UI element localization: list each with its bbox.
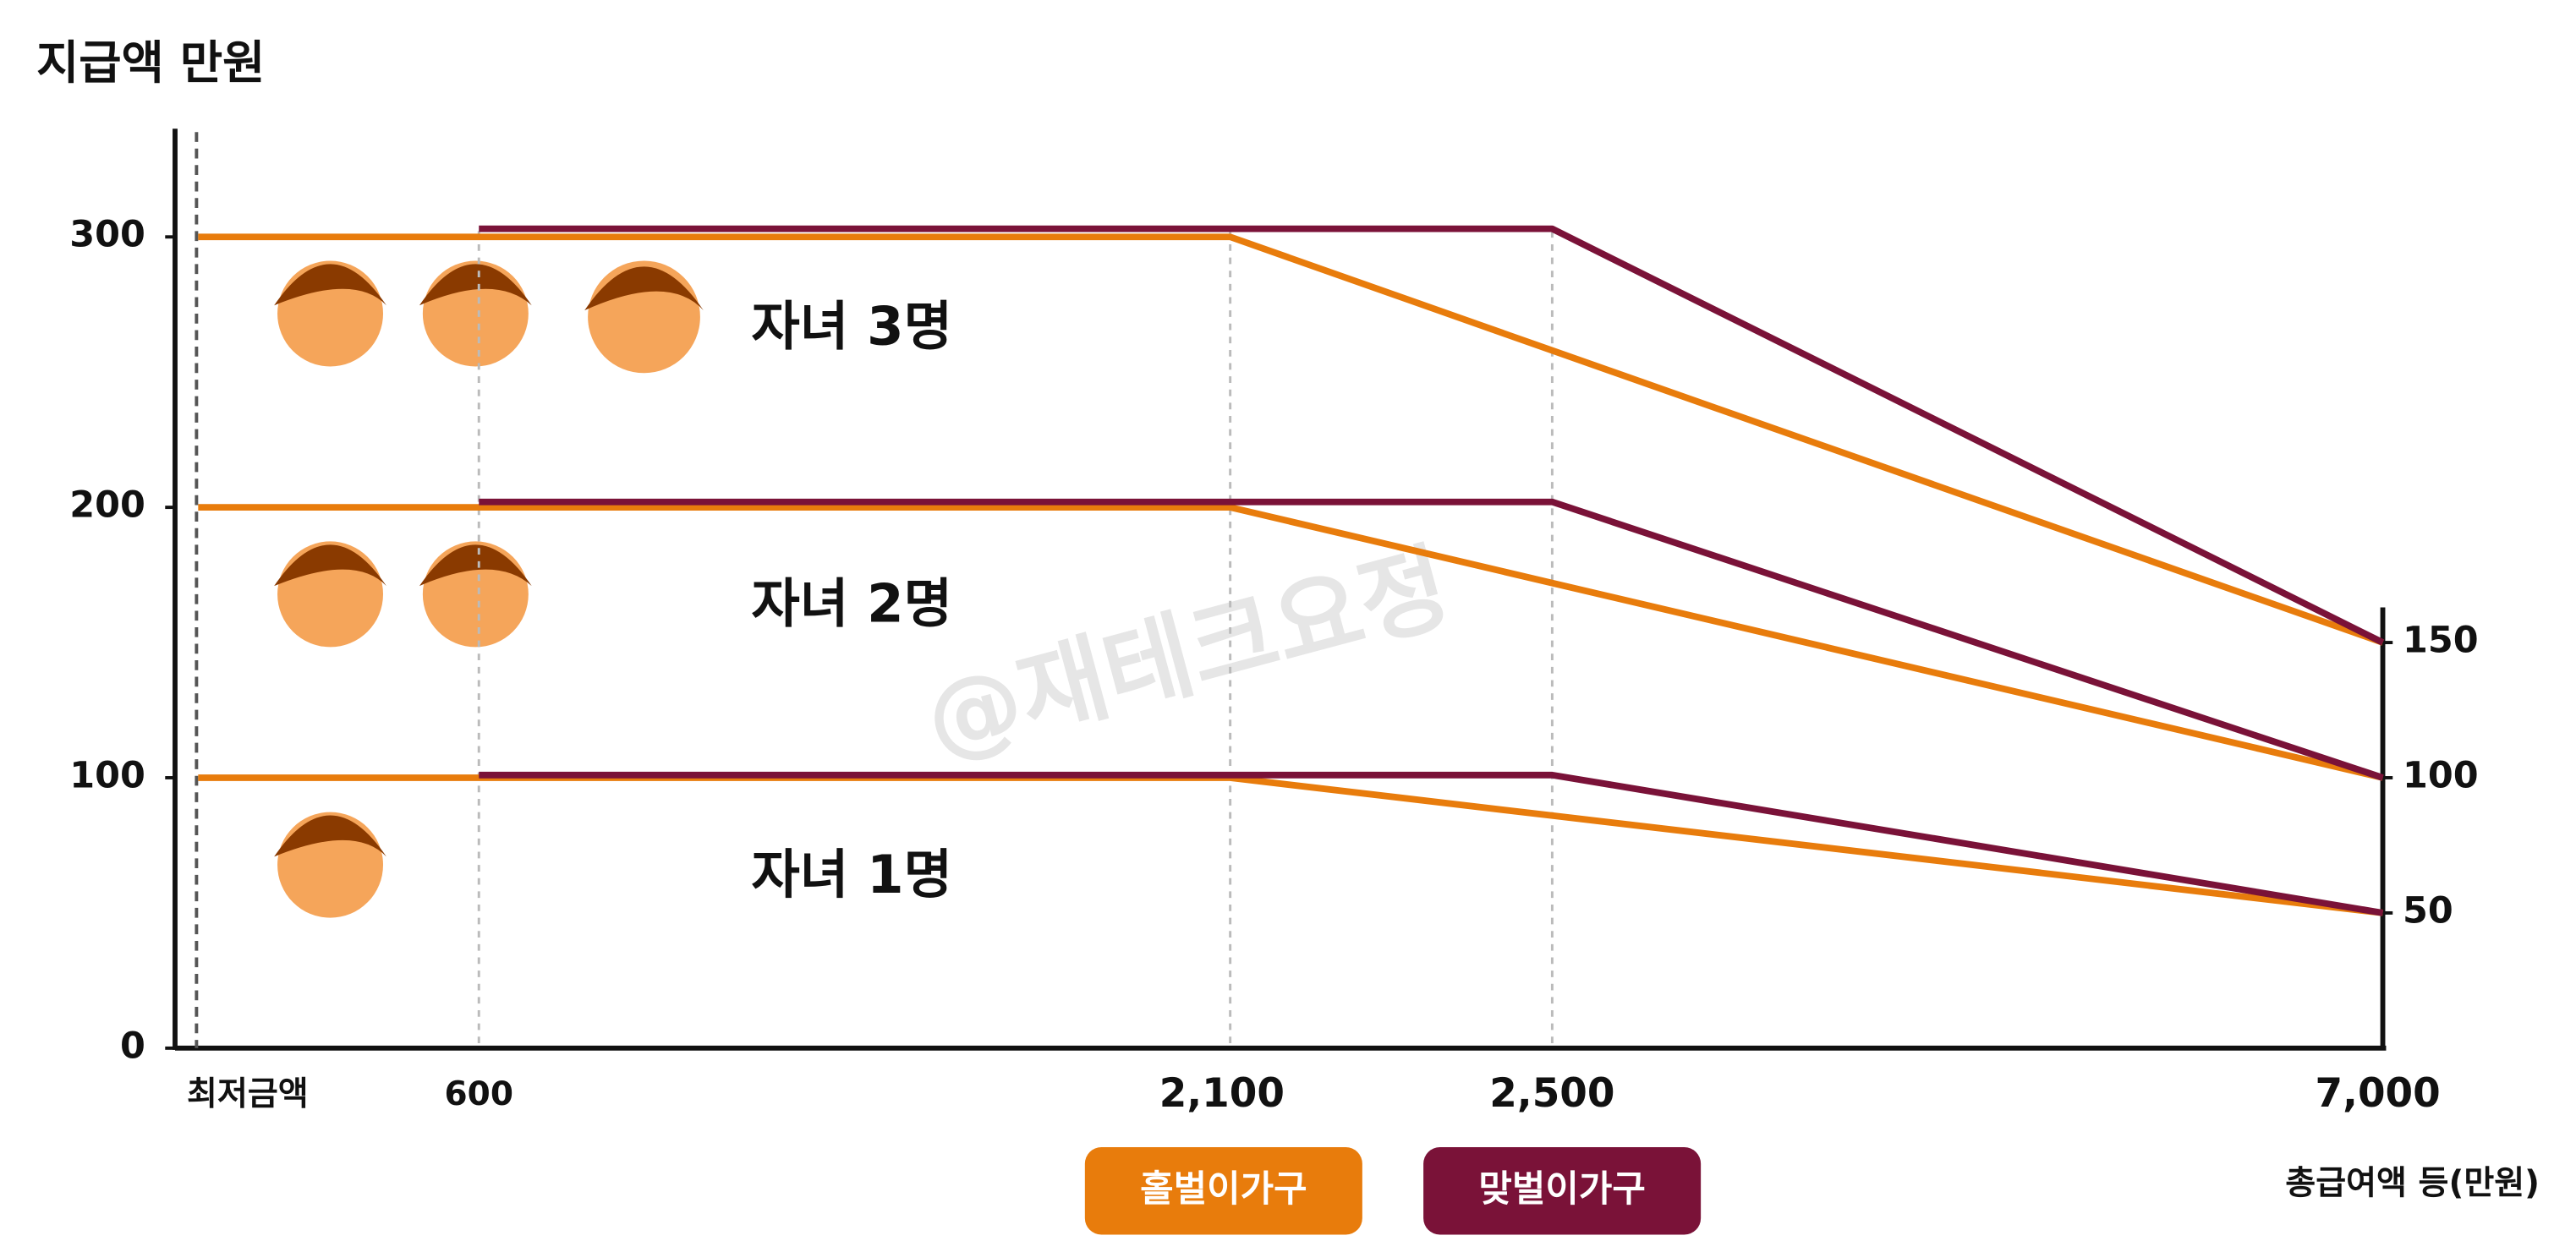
x-tick-label: 2,500	[1489, 1071, 1614, 1117]
x-tick-label: 600	[444, 1075, 513, 1113]
category-guides	[477, 231, 1554, 1048]
series-line	[479, 771, 2384, 916]
axes	[173, 128, 2387, 1051]
y-tick-label: 200	[69, 484, 145, 527]
x-axis-title: 총급여액 등(만원)	[2285, 1164, 2540, 1202]
y-tick-label: 0	[120, 1025, 145, 1067]
legend-label: 홀벌이가구	[1140, 1168, 1307, 1211]
series-line	[479, 498, 2384, 781]
series-line	[198, 233, 2384, 646]
legend-box	[1423, 1147, 1702, 1235]
group-label: 자녀 3명	[751, 296, 952, 358]
x-tick-label: 최저금액	[187, 1075, 309, 1113]
legend-box	[1084, 1147, 1362, 1235]
y2-tick-label: 50	[2403, 889, 2453, 932]
x-tick-label: 7,000	[2316, 1071, 2441, 1117]
group-label: 자녀 1명	[751, 844, 952, 905]
series-line	[479, 225, 2385, 646]
y-tick-label: 300	[69, 214, 145, 256]
y2-tick-label: 150	[2403, 620, 2479, 662]
y2-tick-label: 100	[2403, 754, 2479, 796]
y-axis-title: 지급액 만원	[36, 36, 265, 90]
series-line	[198, 504, 2384, 781]
series-line	[198, 774, 2383, 916]
x-tick-label: 2,100	[1159, 1071, 1285, 1117]
legend-label: 맞벌이가구	[1478, 1168, 1646, 1211]
y-tick-label: 100	[69, 754, 145, 796]
face-icons	[274, 260, 704, 918]
legend: 홀벌이가구 맞벌이가구	[1084, 1147, 1702, 1235]
group-label: 자녀 2명	[751, 573, 952, 635]
watermark: @재테크요정	[913, 531, 1461, 778]
